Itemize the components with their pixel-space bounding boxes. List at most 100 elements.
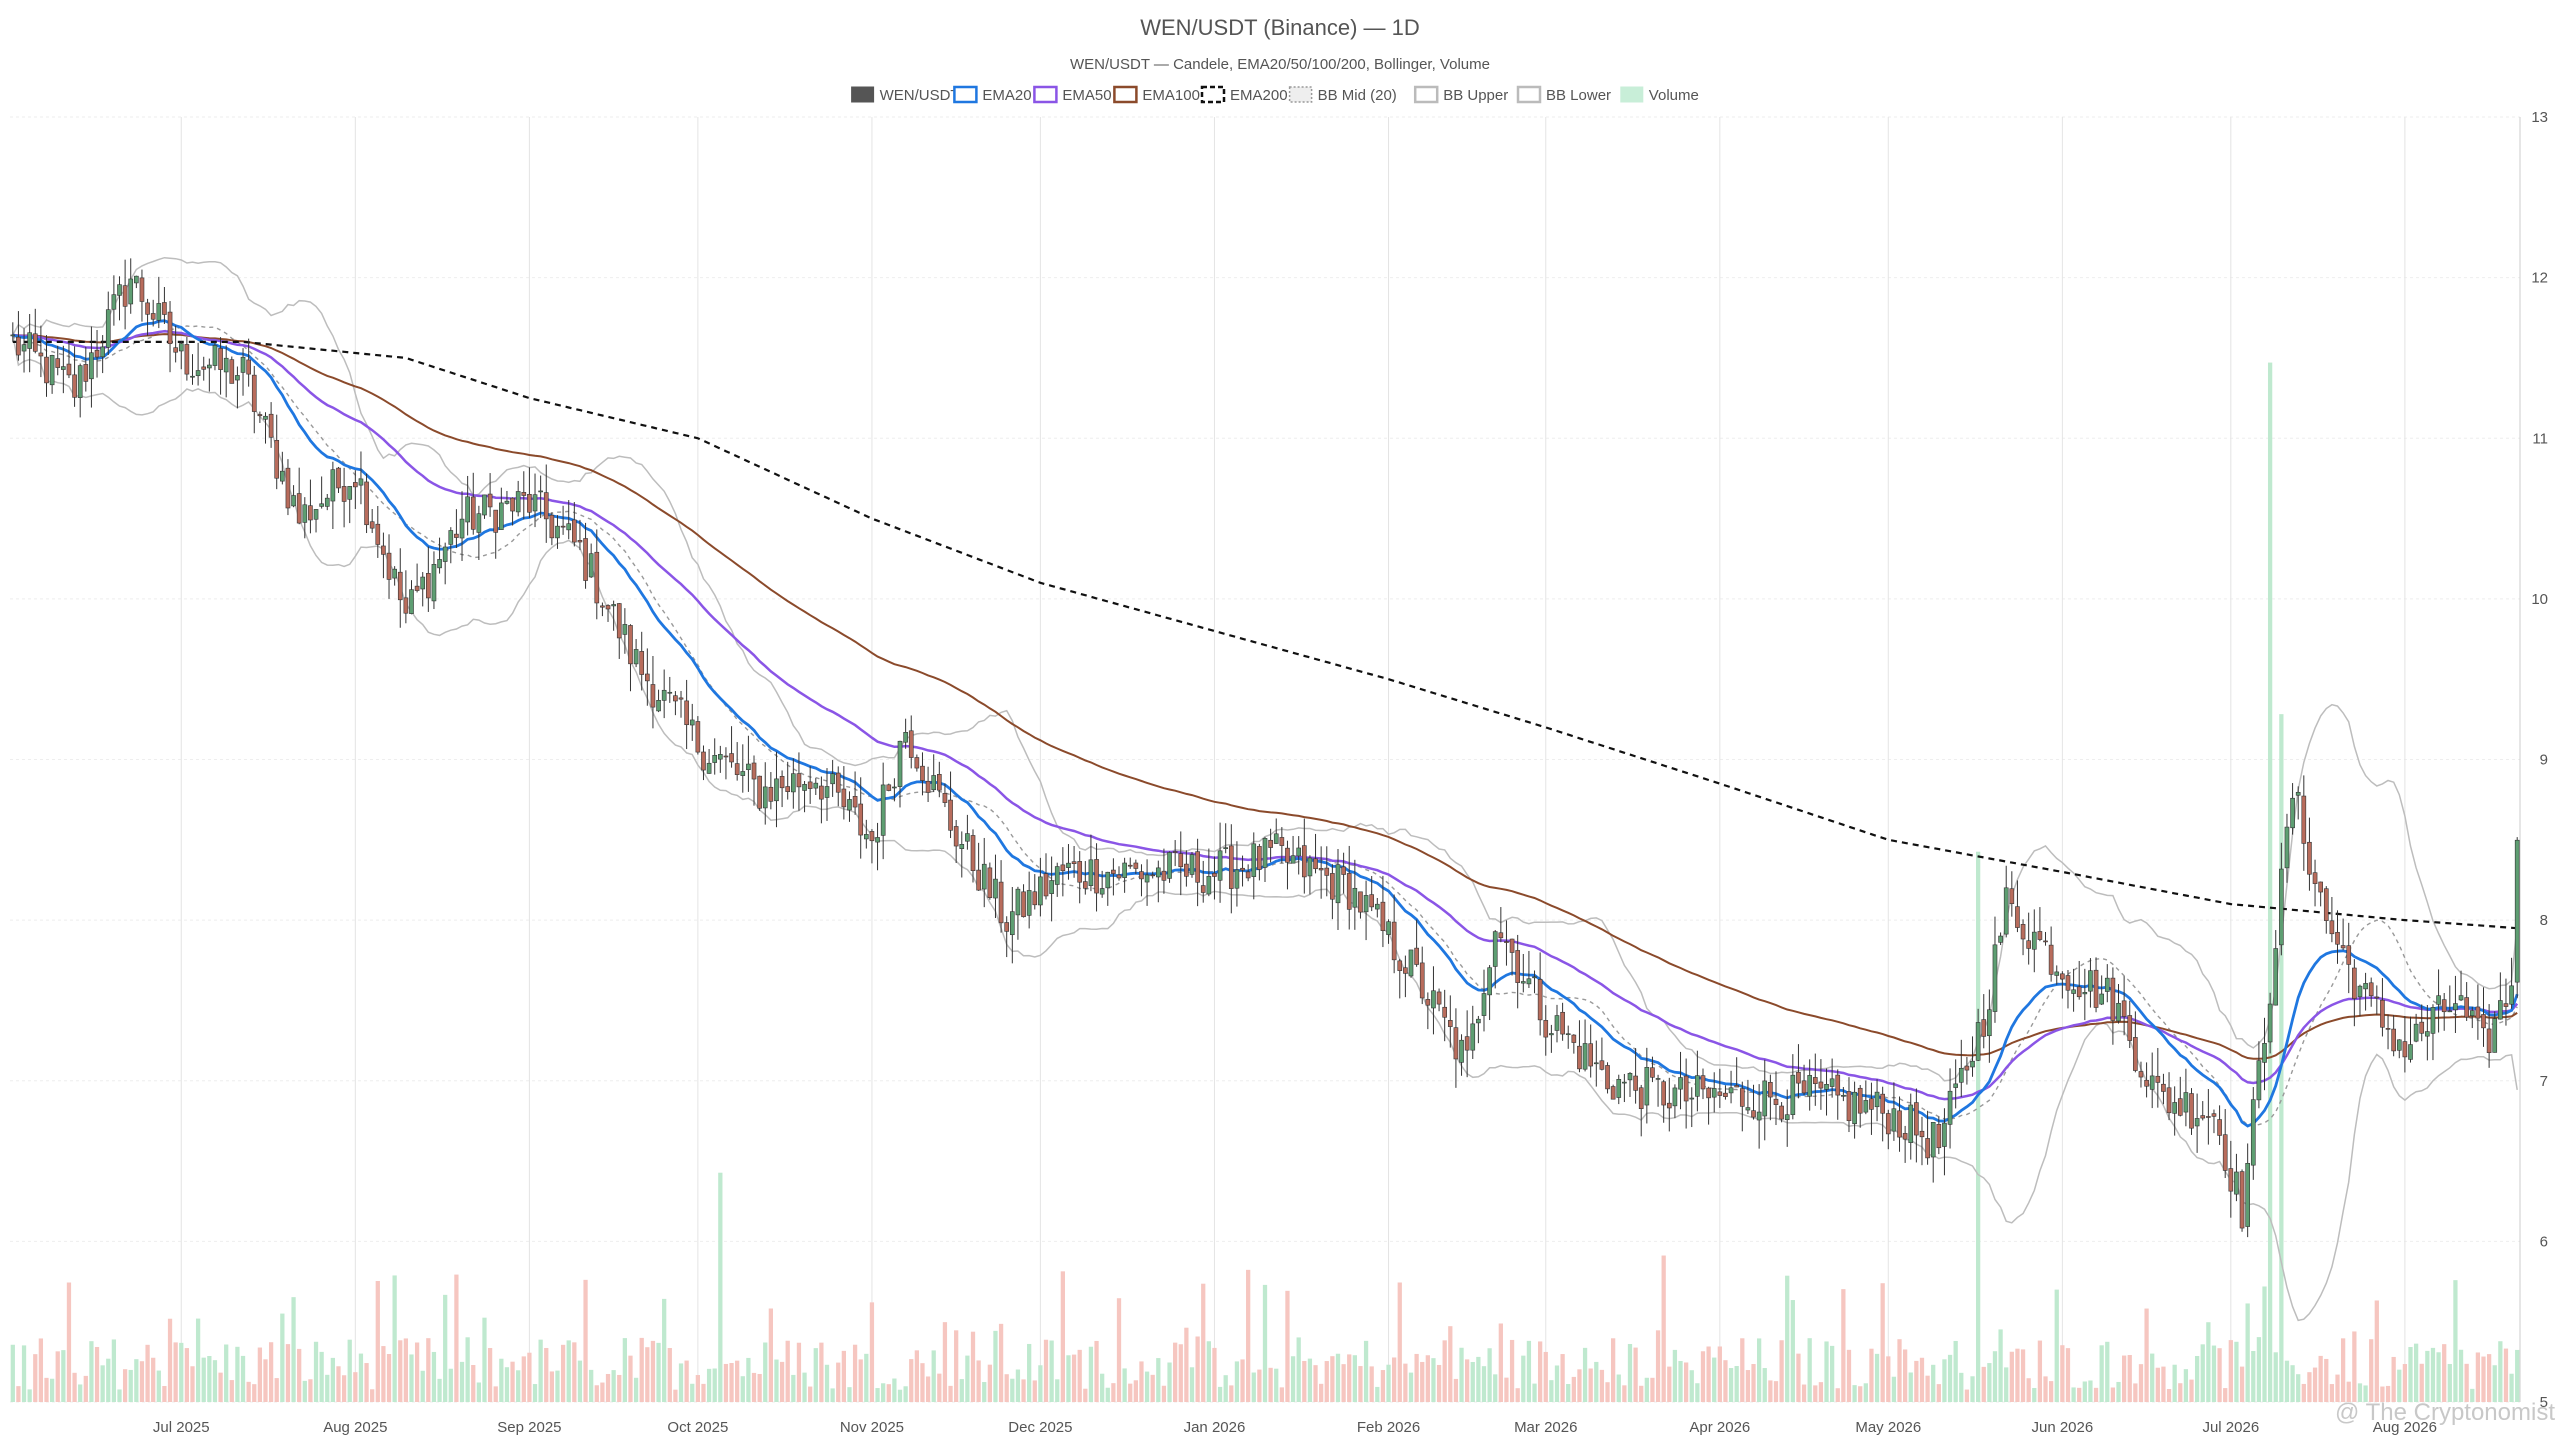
y-tick-label: 5: [2540, 1394, 2548, 1411]
candle-body: [2093, 969, 2099, 1008]
candle-body: [650, 684, 656, 708]
candle-body: [1717, 1091, 1723, 1096]
candle-body: [1885, 1113, 1891, 1135]
candle-body: [1554, 1015, 1560, 1031]
volume-bar: [976, 1360, 981, 1402]
candle-body: [785, 786, 791, 792]
candle-body: [2363, 983, 2368, 990]
candle-body: [1167, 852, 1172, 879]
volume-bar: [2458, 1349, 2464, 1402]
volume-bar: [678, 1363, 684, 1402]
candle-body: [2396, 1039, 2402, 1051]
candle-body: [701, 751, 706, 771]
volume-bar: [1684, 1362, 1689, 1402]
volume-bar: [437, 1378, 442, 1402]
candle-body: [1481, 993, 1487, 1016]
candle-body: [1032, 891, 1038, 906]
volume-bar: [1577, 1369, 1582, 1402]
candle-body: [532, 494, 538, 512]
volume-bar: [2430, 1347, 2436, 1402]
volume-bar: [1942, 1359, 1947, 1402]
volume-bar: [1386, 1364, 1391, 1402]
candle-body: [1756, 1111, 1762, 1121]
candle-body: [2177, 1098, 2183, 1116]
candle-body: [970, 835, 976, 871]
volume-bar: [1032, 1380, 1037, 1402]
candle-body: [308, 505, 313, 521]
volume-bar: [2150, 1353, 2155, 1402]
volume-bar: [2391, 1356, 2396, 1402]
volume-bar: [426, 1338, 431, 1402]
candle-body: [897, 740, 903, 787]
legend-item: EMA100: [1113, 85, 1200, 104]
volume-bar: [1757, 1338, 1762, 1402]
volume-bar: [1566, 1383, 1571, 1402]
volume-bar: [982, 1382, 987, 1402]
volume-bar: [1004, 1374, 1009, 1402]
candle-body: [1358, 891, 1363, 913]
volume-bar: [1128, 1383, 1133, 1402]
volume-bar: [1465, 1359, 1470, 1402]
candle-body: [240, 356, 246, 373]
candle-body: [1279, 837, 1285, 846]
candle-body: [869, 831, 875, 842]
volume-bar: [1066, 1355, 1071, 1402]
volume-bar: [2138, 1364, 2144, 1402]
candle-body: [2408, 1044, 2413, 1060]
candle-body: [1296, 847, 1302, 857]
y-tick-label: 13: [2531, 109, 2548, 126]
candle-body: [1509, 938, 1515, 953]
candle-body: [1773, 1098, 1779, 1105]
candle-body: [1515, 950, 1521, 983]
volume-bar: [229, 1380, 234, 1402]
candle-body: [235, 375, 240, 381]
candle-body: [656, 700, 661, 712]
candle-body: [32, 333, 38, 352]
volume-bar: [1285, 1290, 1290, 1402]
volume-bar: [341, 1375, 347, 1402]
volume-bar: [2442, 1344, 2447, 1402]
candle-body: [2031, 931, 2037, 950]
y-tick-label: 9: [2540, 752, 2548, 769]
volume-bar: [61, 1350, 66, 1402]
volume-bar: [1189, 1367, 1195, 1402]
candle-body: [2020, 924, 2026, 940]
candle-body: [1470, 1023, 1476, 1051]
ema20-line: [12, 319, 2519, 1128]
candle-body: [442, 546, 448, 562]
candle-body: [2391, 1028, 2396, 1052]
volume-bar: [1667, 1366, 1672, 1402]
legend-item: Volume: [1620, 86, 1699, 104]
volume-bar: [1639, 1385, 1644, 1402]
candle-body: [1610, 1086, 1616, 1100]
candle-body: [392, 568, 397, 579]
candle-body: [1818, 1081, 1824, 1089]
candle-body: [493, 509, 499, 533]
candle-body: [1627, 1072, 1633, 1081]
volume-bar: [897, 1389, 903, 1402]
candle-body: [734, 763, 740, 775]
volume-bar: [240, 1355, 246, 1402]
volume-bar: [1414, 1353, 1419, 1402]
volume-bar: [179, 1342, 184, 1402]
volume-bar: [791, 1374, 796, 1402]
volume-bar: [493, 1386, 498, 1402]
volume-bar: [2408, 1347, 2413, 1402]
candle-body: [1925, 1138, 1930, 1159]
y-tick-label: 7: [2540, 1073, 2548, 1090]
volume-bar: [1975, 851, 1981, 1402]
volume-bar: [2374, 1300, 2379, 1402]
candle-body: [1520, 981, 1526, 984]
volume-bar: [2127, 1355, 2132, 1402]
candle-body: [353, 482, 358, 488]
volume-bar: [1751, 1364, 1756, 1402]
volume-bar: [2200, 1344, 2205, 1402]
volume-bar: [1655, 1330, 1661, 1402]
volume-bar: [1807, 1338, 1812, 1402]
candle-body: [2245, 1162, 2250, 1227]
candle-body: [2138, 1071, 2144, 1078]
candle-body: [1026, 890, 1032, 916]
candle-body: [1650, 1067, 1655, 1078]
candle-body: [1970, 1060, 1975, 1068]
candle-body: [1133, 862, 1139, 869]
